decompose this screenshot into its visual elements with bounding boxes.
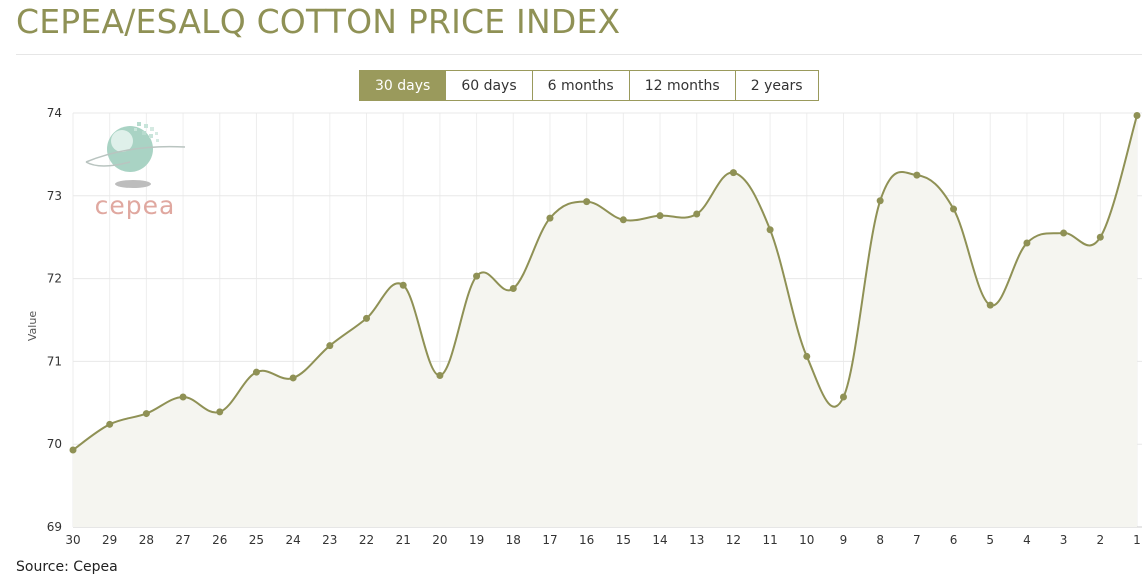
data-point-12[interactable] — [729, 169, 737, 177]
x-tick-label: 17 — [542, 533, 557, 547]
range-selector: 30 days 60 days 6 months 12 months 2 yea… — [359, 70, 819, 101]
data-point-14[interactable] — [656, 212, 664, 220]
x-tick-label: 15 — [616, 533, 631, 547]
x-tick-label: 8 — [876, 533, 884, 547]
data-point-25[interactable] — [252, 368, 260, 376]
price-chart: 30 29 28 27 26 25 24 23 22 21 20 19 18 17 16 15 14 13 12 11… — [26, 106, 1142, 547]
globe-logo-icon — [85, 122, 186, 188]
x-tick-label: 20 — [432, 533, 447, 547]
data-point-23[interactable] — [326, 342, 334, 350]
data-point-18[interactable] — [509, 285, 517, 293]
tab-30-days[interactable]: 30 days — [359, 70, 447, 101]
y-tick-label: 69 — [47, 520, 62, 534]
data-point-22[interactable] — [363, 314, 371, 322]
x-tick-label: 1 — [1133, 533, 1141, 547]
data-point-8[interactable] — [876, 197, 884, 205]
data-point-28[interactable] — [142, 410, 150, 418]
x-tick-label: 27 — [175, 533, 190, 547]
x-tick-label: 28 — [139, 533, 154, 547]
x-tick-label: 30 — [65, 533, 80, 547]
data-point-2[interactable] — [1096, 233, 1104, 241]
x-tick-label: 25 — [249, 533, 264, 547]
y-tick-label: 72 — [47, 272, 62, 286]
tab-12-months[interactable]: 12 months — [629, 70, 736, 101]
x-tick-label: 5 — [986, 533, 994, 547]
data-point-1[interactable] — [1133, 111, 1141, 119]
x-tick-label: 21 — [396, 533, 411, 547]
data-point-10[interactable] — [803, 352, 811, 360]
x-tick-label: 29 — [102, 533, 117, 547]
data-point-16[interactable] — [583, 198, 591, 206]
data-point-6[interactable] — [950, 205, 958, 213]
logo-text: cepea — [95, 191, 176, 220]
data-point-30[interactable] — [69, 446, 77, 454]
data-point-20[interactable] — [436, 371, 444, 379]
tab-2-years[interactable]: 2 years — [735, 70, 819, 101]
data-point-3[interactable] — [1060, 229, 1068, 237]
x-tick-label: 6 — [950, 533, 958, 547]
y-tick-label: 70 — [47, 437, 62, 451]
x-tick-label: 4 — [1023, 533, 1031, 547]
y-tick-label: 73 — [47, 189, 62, 203]
x-tick-label: 11 — [762, 533, 777, 547]
x-tick-label: 10 — [799, 533, 814, 547]
title-divider — [16, 54, 1142, 55]
data-point-13[interactable] — [693, 210, 701, 218]
data-point-24[interactable] — [289, 374, 297, 382]
x-tick-label: 16 — [579, 533, 594, 547]
series-line — [72, 115, 1138, 451]
source-note: Source: Cepea — [16, 559, 118, 575]
x-tick-label: 22 — [359, 533, 374, 547]
x-tick-label: 19 — [469, 533, 484, 547]
data-point-26[interactable] — [216, 408, 224, 416]
y-tick-label: 71 — [47, 354, 62, 368]
cepea-logo: cepea — [85, 122, 186, 220]
data-point-5[interactable] — [986, 301, 994, 309]
x-tick-label: 3 — [1060, 533, 1068, 547]
data-point-7[interactable] — [913, 171, 921, 179]
x-tick-label: 18 — [506, 533, 521, 547]
data-point-9[interactable] — [839, 393, 847, 401]
data-point-17[interactable] — [546, 214, 554, 222]
y-axis-label: Value — [26, 311, 39, 341]
x-tick-label: 24 — [285, 533, 300, 547]
data-point-21[interactable] — [399, 281, 407, 289]
data-point-19[interactable] — [473, 272, 481, 280]
x-tick-label: 14 — [652, 533, 667, 547]
data-point-15[interactable] — [619, 216, 627, 224]
page-title: CEPEA/ESALQ COTTON PRICE INDEX — [16, 2, 621, 41]
area-fill — [73, 115, 1137, 527]
x-tick-label: 2 — [1096, 533, 1104, 547]
tab-60-days[interactable]: 60 days — [446, 70, 533, 101]
data-point-29[interactable] — [106, 420, 114, 428]
x-tick-label: 9 — [840, 533, 848, 547]
tab-6-months[interactable]: 6 months — [532, 70, 630, 101]
data-point-4[interactable] — [1023, 239, 1031, 247]
x-tick-label: 23 — [322, 533, 337, 547]
y-tick-label: 74 — [47, 106, 62, 120]
data-point-27[interactable] — [179, 393, 187, 401]
data-point-11[interactable] — [766, 226, 774, 234]
x-tick-label: 26 — [212, 533, 227, 547]
x-tick-label: 7 — [913, 533, 921, 547]
x-tick-label: 13 — [689, 533, 704, 547]
x-tick-label: 12 — [726, 533, 741, 547]
